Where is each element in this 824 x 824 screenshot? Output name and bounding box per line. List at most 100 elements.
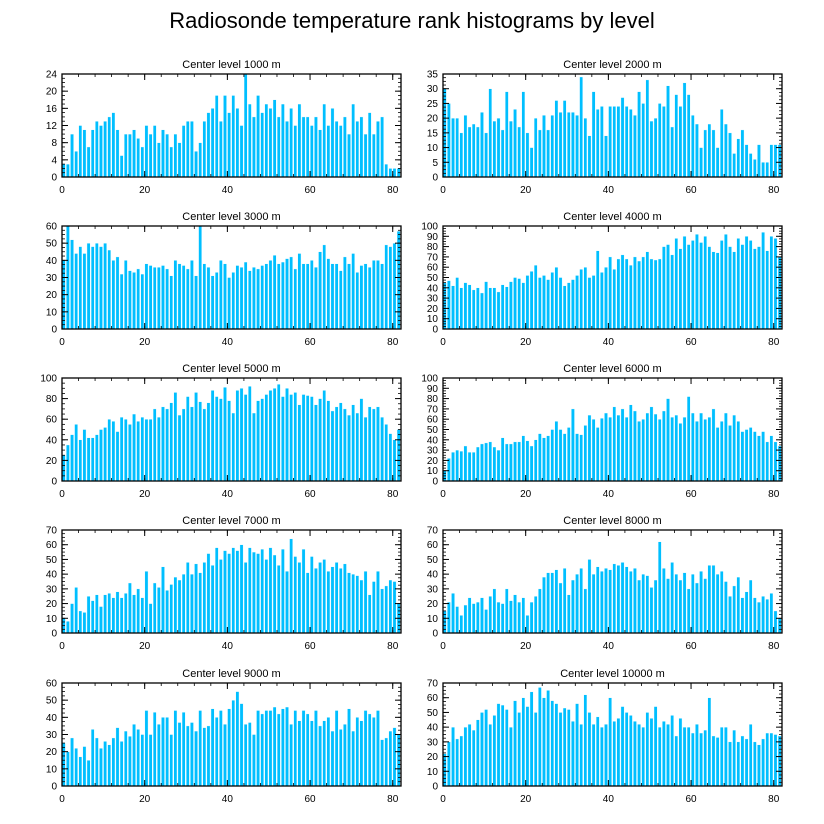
bar — [231, 412, 236, 482]
bar — [471, 123, 476, 178]
bar — [297, 404, 302, 482]
bar — [305, 263, 310, 330]
bar — [264, 559, 269, 634]
y-tick-label: 25 — [427, 99, 439, 110]
bar — [504, 709, 509, 787]
bar — [558, 712, 563, 787]
y-tick-label: 80 — [427, 394, 439, 405]
x-tick-label: 60 — [304, 337, 316, 348]
bar — [773, 441, 778, 482]
bar — [74, 151, 78, 178]
bar — [463, 282, 468, 330]
bar — [264, 263, 269, 330]
bar — [769, 435, 774, 482]
bar — [252, 412, 256, 482]
x-tick-label: 40 — [603, 794, 615, 805]
bar — [616, 565, 621, 634]
x-tick-label: 0 — [440, 337, 446, 348]
bar — [459, 450, 464, 482]
bar — [612, 406, 617, 482]
bar — [247, 547, 252, 634]
bar — [732, 729, 736, 787]
bar — [757, 744, 761, 787]
y-tick-label: 10 — [427, 466, 439, 477]
bar — [272, 388, 277, 482]
bar — [119, 597, 124, 634]
bar — [521, 91, 526, 178]
bar — [595, 566, 600, 634]
bar — [542, 275, 546, 330]
bar — [136, 138, 140, 178]
bar — [707, 565, 712, 634]
bar — [268, 260, 273, 330]
panel-title: Center level 2000 m — [563, 59, 661, 71]
bar — [132, 129, 136, 178]
bar — [86, 760, 91, 787]
bar — [645, 712, 650, 787]
bar — [488, 287, 493, 330]
bar — [318, 725, 322, 787]
bar — [476, 126, 480, 178]
x-tick-label: 60 — [685, 794, 697, 805]
bar — [500, 284, 505, 330]
y-tick-label: 0 — [51, 477, 57, 488]
y-tick-label: 90 — [427, 384, 439, 395]
bar — [363, 571, 368, 634]
bar — [301, 263, 306, 330]
bar — [380, 416, 384, 482]
y-tick-label: 40 — [46, 570, 58, 581]
bar — [301, 116, 306, 178]
bar — [136, 588, 140, 634]
bar — [562, 433, 567, 482]
bar — [214, 95, 219, 178]
bar — [372, 581, 376, 634]
x-tick-label: 60 — [685, 185, 697, 196]
bar — [169, 584, 174, 634]
y-tick-label: 30 — [46, 273, 58, 284]
bar — [546, 279, 550, 330]
bar — [281, 261, 285, 330]
bar — [256, 553, 260, 634]
y-tick-label: 70 — [46, 526, 58, 537]
bar — [649, 406, 654, 482]
bar — [111, 421, 116, 482]
bar — [243, 724, 248, 787]
bar — [343, 116, 347, 178]
bar — [140, 416, 145, 482]
bar — [711, 735, 716, 787]
bar — [202, 727, 207, 787]
bar — [70, 133, 74, 178]
panel-title: Center level 1000 m — [182, 59, 280, 71]
bar — [674, 238, 679, 330]
bar — [699, 147, 703, 178]
bar — [376, 121, 380, 178]
panel-title: Center level 4000 m — [563, 211, 661, 223]
bar — [657, 258, 662, 330]
bar — [715, 573, 720, 634]
bar — [252, 267, 256, 330]
bar — [128, 424, 132, 482]
bar — [616, 718, 621, 787]
y-tick-label: 20 — [427, 114, 439, 125]
bar — [115, 129, 120, 178]
bar — [608, 697, 612, 787]
bar — [347, 133, 351, 178]
bar — [571, 279, 575, 330]
y-tick-label: 50 — [46, 555, 58, 566]
bar — [600, 272, 604, 330]
y-tick-label: 80 — [427, 242, 439, 253]
bar — [513, 441, 517, 482]
bar — [645, 251, 650, 330]
bar — [330, 566, 335, 634]
bar — [662, 246, 666, 330]
bar — [322, 390, 327, 482]
bar — [148, 419, 153, 482]
bar — [686, 244, 691, 330]
bar — [447, 741, 451, 787]
bar — [380, 739, 384, 787]
bar — [78, 246, 83, 330]
bar — [686, 588, 691, 634]
bar — [455, 449, 459, 482]
x-tick-label: 0 — [59, 489, 65, 500]
bar — [740, 129, 745, 178]
